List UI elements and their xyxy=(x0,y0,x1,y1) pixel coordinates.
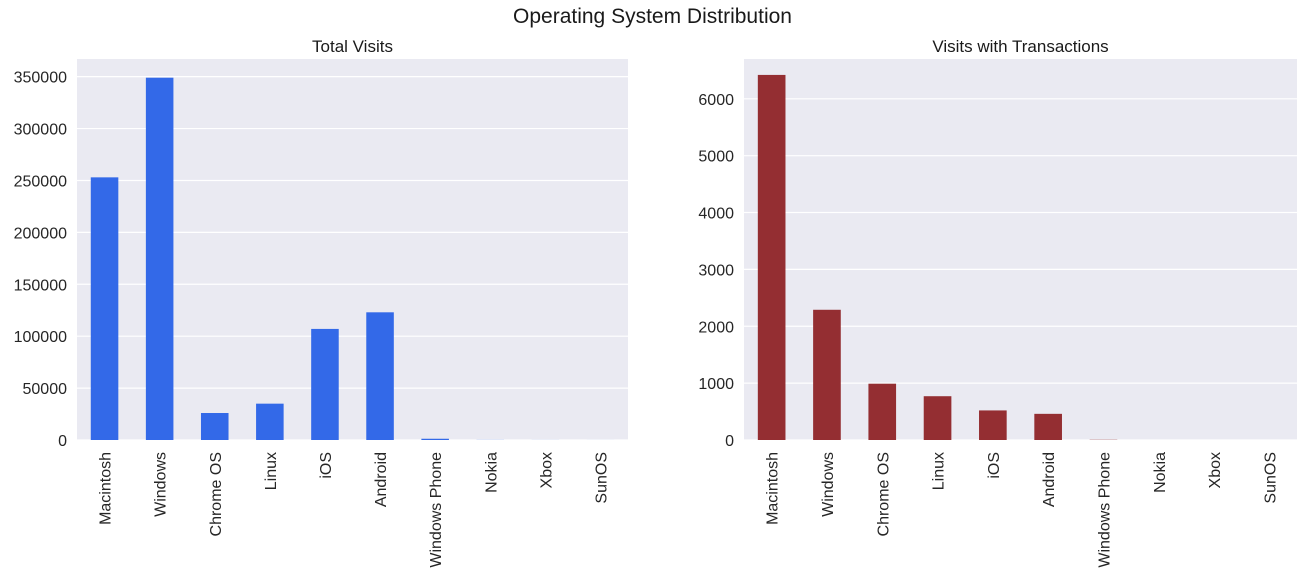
bar-windows xyxy=(813,309,841,440)
bar-macintosh xyxy=(757,74,786,440)
bar-windows-phone xyxy=(421,438,449,440)
bar-ios xyxy=(979,410,1007,440)
bar-android xyxy=(366,312,394,440)
x-tick-label: Macintosh xyxy=(765,452,782,525)
y-tick-label: 350000 xyxy=(14,70,67,87)
y-tick-label: 3000 xyxy=(698,262,734,279)
y-tick-label: 0 xyxy=(58,433,67,450)
y-tick-label: 0 xyxy=(725,433,734,450)
subplot-title: Visits with Transactions xyxy=(932,37,1108,56)
x-tick-label: iOS xyxy=(318,452,335,479)
bar-android xyxy=(1034,413,1062,440)
bar-windows xyxy=(145,77,174,440)
y-tick-label: 50000 xyxy=(23,381,68,398)
subplot-title: Total Visits xyxy=(312,37,393,56)
y-tick-label: 1000 xyxy=(698,376,734,393)
x-tick-label: Android xyxy=(373,452,390,507)
x-tick-label: Linux xyxy=(263,452,280,490)
x-tick-label: Xbox xyxy=(538,452,555,488)
x-tick-label: Macintosh xyxy=(98,452,115,525)
bar-chrome-os xyxy=(200,413,229,440)
bar-linux xyxy=(923,396,952,440)
bar-chrome-os xyxy=(868,383,897,440)
x-tick-label: SunOS xyxy=(593,452,610,504)
y-tick-label: 5000 xyxy=(698,149,734,166)
subplot-2: 0 1000 2000 3000 4000 5000 6000 Macintosh Window… xyxy=(698,37,1297,568)
bar-macintosh xyxy=(90,177,119,441)
x-tick-label: Chrome OS xyxy=(875,452,892,536)
x-tick-label: SunOS xyxy=(1262,452,1279,504)
x-tick-label: Android xyxy=(1041,452,1058,507)
x-tick-label: iOS xyxy=(986,452,1003,479)
y-tick-label: 300000 xyxy=(14,122,67,139)
x-tick-label: Chrome OS xyxy=(208,452,225,536)
x-tick-label: Windows xyxy=(820,452,837,517)
subplot-1: 0 50000 100000 150000 200000 250000 300000 3500… xyxy=(14,37,628,568)
y-tick-label: 200000 xyxy=(14,225,67,242)
bar-linux xyxy=(256,403,284,440)
x-tick-label: Nokia xyxy=(1152,452,1169,493)
y-tick-label: 4000 xyxy=(698,206,734,223)
x-tick-label: Windows Phone xyxy=(428,452,445,568)
bar-ios xyxy=(311,328,339,440)
figure-title: Operating System Distribution xyxy=(513,5,792,28)
x-tick-label: Xbox xyxy=(1207,452,1224,488)
y-tick-label: 250000 xyxy=(14,173,67,190)
y-tick-label: 150000 xyxy=(14,277,67,294)
x-tick-label: Nokia xyxy=(483,452,500,493)
y-tick-label: 100000 xyxy=(14,329,67,346)
x-tick-label: Windows xyxy=(153,452,170,517)
x-tick-label: Linux xyxy=(931,452,948,490)
y-tick-label: 2000 xyxy=(698,319,734,336)
x-tick-label: Windows Phone xyxy=(1096,452,1113,568)
y-tick-label: 6000 xyxy=(698,92,734,109)
